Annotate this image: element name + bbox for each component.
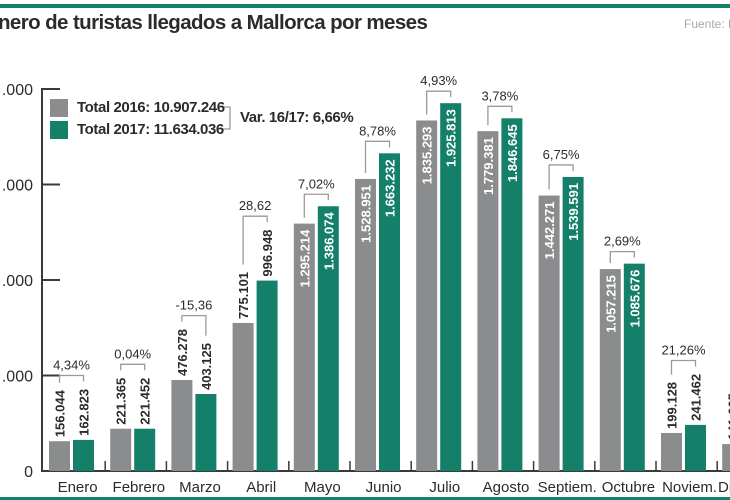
variation-label: -15,36 (175, 298, 212, 313)
bar-2016 (355, 178, 376, 472)
variation-bracket (609, 250, 635, 264)
variation-label: 21,26% (661, 342, 706, 357)
y-tick-label: .000 (2, 178, 33, 195)
y-tick-label: .000 (2, 82, 33, 99)
variation-bracket (58, 374, 85, 383)
variation-bracket (242, 215, 268, 265)
value-label-2016: 1.528.951 (359, 185, 374, 243)
value-label-2016: 1.779.381 (481, 137, 496, 195)
bar-2016 (293, 223, 315, 471)
category-label: Mayo (304, 479, 341, 496)
value-label-2016: 1.835.293 (420, 126, 435, 184)
legend-bracket (220, 106, 231, 130)
variation-bracket (364, 140, 391, 173)
value-label-2016: 775.101 (236, 272, 251, 319)
value-label-2017: 1.925.813 (444, 109, 459, 167)
value-label-2016: 1.295.214 (297, 229, 312, 288)
bar-2016 (110, 428, 132, 471)
value-label-2017: 403.125 (199, 343, 214, 390)
bar-2017 (317, 206, 339, 471)
y-tick-label: .000 (2, 369, 33, 386)
value-label-2016: 156.044 (53, 389, 68, 437)
source-note: Fuente: I (684, 17, 730, 31)
category-label: Septiem. (538, 479, 597, 496)
bar-2017 (623, 263, 645, 471)
bar-2016 (661, 432, 682, 471)
y-tick-label: .000 (2, 273, 33, 290)
bar-2016 (171, 380, 193, 471)
bar-2017 (73, 439, 94, 471)
value-label-2017: 1.085.676 (627, 270, 642, 328)
category-label: Di (718, 479, 730, 496)
value-label-2016: 1.442.271 (542, 202, 557, 260)
category-label: Junio (366, 479, 402, 496)
value-label-2017: 1.846.645 (505, 124, 520, 182)
category-label: Agosto (483, 479, 530, 496)
variation-bracket (426, 90, 452, 115)
variation-bracket (487, 105, 513, 126)
bar-2017 (685, 424, 706, 471)
category-label: Marzo (179, 479, 221, 496)
category-label: Julio (429, 479, 460, 496)
variation-bracket (670, 359, 697, 375)
bar-2017 (501, 118, 523, 471)
legend-label-2016: Total 2016: 10.907.246 (77, 99, 225, 116)
value-label-2017: 996.948 (260, 230, 275, 277)
legend-swatch-2016 (50, 99, 68, 117)
variation-bracket (303, 193, 329, 218)
variation-label: 0,04% (114, 346, 151, 361)
variation-label: 4,34% (53, 358, 90, 373)
bar-2017 (562, 176, 584, 472)
variation-label: 8,78% (359, 123, 396, 138)
bar-2016 (416, 120, 438, 471)
category-label: Abril (246, 479, 276, 496)
bar-2016 (49, 441, 70, 471)
category-label: Octubre (602, 479, 655, 496)
value-label-2017: 1.386.074 (321, 212, 336, 271)
category-label: Enero (58, 479, 98, 496)
bar-2017 (256, 280, 278, 471)
category-label: Noviem. (662, 479, 717, 496)
value-label-2017: 241.462 (689, 374, 704, 421)
bar-2016 (538, 195, 560, 471)
value-label-2017: 1.539.591 (566, 183, 581, 241)
bar-2017 (195, 394, 217, 471)
value-label-2016: 199.128 (665, 382, 680, 429)
value-label-2016: 1.057.215 (603, 275, 618, 333)
y-tick-label: 0 (24, 464, 33, 481)
value-label-2016: 141.005 (726, 393, 730, 440)
bar-2017 (134, 428, 156, 471)
legend-label-2017: Total 2017: 11.634.036 (77, 121, 224, 138)
variation-label: 2,69% (604, 234, 641, 249)
bar-2016 (477, 131, 499, 471)
bar-2017 (440, 103, 462, 472)
variation-label: 7,02% (298, 176, 335, 191)
value-label-2016: 476.278 (175, 329, 190, 376)
bar-2016 (232, 322, 254, 471)
bottom-accent-bar (0, 497, 730, 500)
legend-swatch-2017 (50, 121, 68, 139)
category-label: Febrero (113, 479, 166, 496)
variation-bracket (181, 314, 207, 336)
variation-label: 3,78% (481, 88, 518, 103)
value-label-2016: 221.365 (114, 378, 129, 425)
bar-2017 (379, 153, 400, 471)
variation-bracket (548, 164, 574, 190)
bar-2016 (599, 269, 621, 471)
legend-variation: Var. 16/17: 6,66% (240, 109, 354, 126)
variation-label: 28,62 (239, 198, 272, 213)
bar-2016 (722, 444, 730, 471)
value-label-2017: 1.663.232 (383, 159, 398, 217)
value-label-2017: 221.452 (138, 378, 153, 425)
top-accent-bar (0, 4, 730, 8)
chart-title: nero de turistas llegados a Mallorca por… (0, 11, 428, 34)
variation-bracket (120, 363, 146, 371)
variation-label: 4,93% (420, 73, 457, 88)
value-label-2017: 162.823 (77, 389, 92, 436)
variation-label: 6,75% (543, 147, 580, 162)
